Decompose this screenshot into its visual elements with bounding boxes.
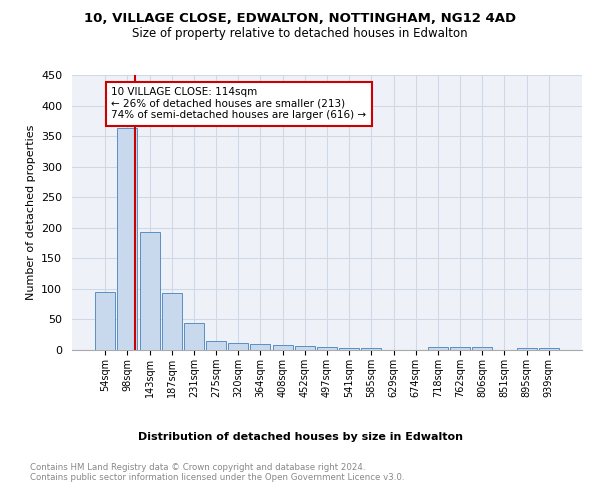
Bar	[472, 347, 492, 350]
Bar	[450, 347, 470, 350]
Bar	[428, 347, 448, 350]
Bar	[250, 344, 271, 350]
Y-axis label: Number of detached properties: Number of detached properties	[26, 125, 35, 300]
Text: 10 VILLAGE CLOSE: 114sqm
← 26% of detached houses are smaller (213)
74% of semi-: 10 VILLAGE CLOSE: 114sqm ← 26% of detach…	[112, 87, 367, 120]
Bar	[517, 348, 536, 350]
Bar	[118, 128, 137, 350]
Bar	[295, 346, 315, 350]
Bar	[317, 347, 337, 350]
Text: Size of property relative to detached houses in Edwalton: Size of property relative to detached ho…	[132, 28, 468, 40]
Bar	[228, 342, 248, 350]
Text: 10, VILLAGE CLOSE, EDWALTON, NOTTINGHAM, NG12 4AD: 10, VILLAGE CLOSE, EDWALTON, NOTTINGHAM,…	[84, 12, 516, 26]
Bar	[272, 345, 293, 350]
Bar	[361, 348, 382, 350]
Bar	[95, 292, 115, 350]
Bar	[539, 348, 559, 350]
Text: Contains HM Land Registry data © Crown copyright and database right 2024.
Contai: Contains HM Land Registry data © Crown c…	[30, 462, 404, 482]
Bar	[206, 341, 226, 350]
Bar	[140, 232, 160, 350]
Bar	[184, 322, 204, 350]
Text: Distribution of detached houses by size in Edwalton: Distribution of detached houses by size …	[137, 432, 463, 442]
Bar	[162, 293, 182, 350]
Bar	[339, 348, 359, 350]
